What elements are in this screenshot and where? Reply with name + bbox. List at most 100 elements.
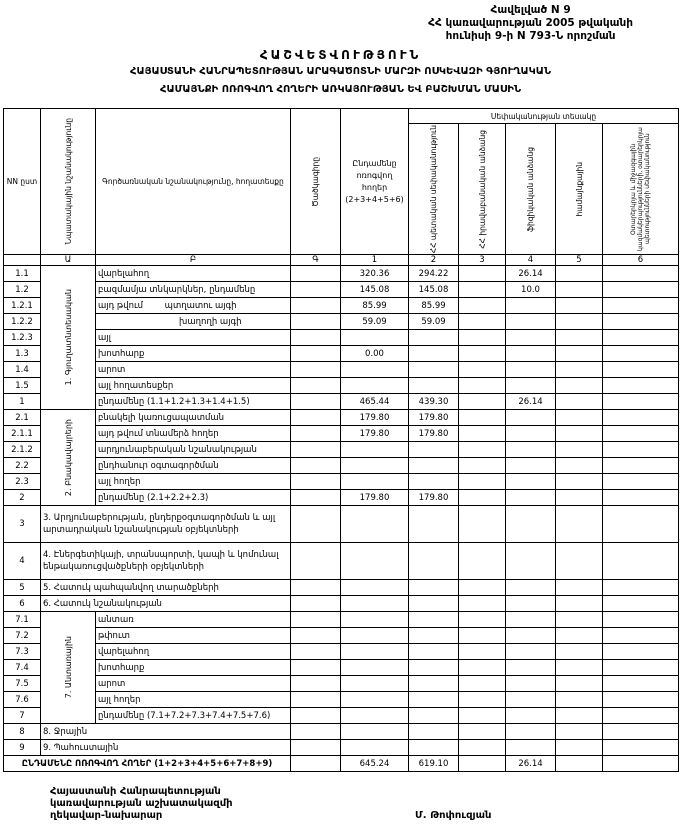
- cell-c2: [408, 377, 459, 394]
- cell-total: [340, 723, 409, 740]
- cell-c2: [408, 643, 459, 660]
- cell-total: 179.80: [340, 425, 409, 442]
- cell-c2: 85.99: [408, 297, 459, 314]
- row-number: 1.2.2: [3, 313, 41, 330]
- cell-c4: 10.0: [505, 281, 556, 298]
- code-cell: [290, 659, 341, 676]
- cell-total: [340, 707, 409, 724]
- cell-total: 465.44: [340, 393, 409, 410]
- cell-c2: 59.09: [408, 313, 459, 330]
- cell-c2: [408, 505, 459, 543]
- code-cell: [290, 425, 341, 442]
- table-row: 2.1.1 այդ թվում տնամերձ հողեր 179.80 179.80: [3, 425, 679, 442]
- table-row: ԸՆԴԱՄԵՆԸ ՈՌՈԳՎՈՂ ՀՈՂԵՐ (1+2+3+4+5+6+7+8+…: [3, 755, 679, 772]
- group-label: 2. Բնակավայրերի: [40, 409, 96, 506]
- row-name: բազմամյա տնկարկներ, ընդամենը: [95, 281, 291, 298]
- cell-c6: [602, 489, 679, 506]
- table-row: 9 9. Պահուստային: [3, 739, 679, 756]
- cell-c5: [555, 329, 603, 346]
- cell-c4: [505, 723, 556, 740]
- cell-c5: [555, 611, 603, 628]
- row-name: արդյունաբերական նշանակության: [95, 441, 291, 458]
- row-name: վարելահող: [95, 265, 291, 282]
- cell-c4: [505, 707, 556, 724]
- cell-c4: [505, 739, 556, 756]
- cell-c4: [505, 297, 556, 314]
- table-row: 2.2 ընդհանուր օգտագործման: [3, 457, 679, 474]
- cell-c3: [458, 473, 506, 490]
- code-cell: [290, 542, 341, 580]
- cell-c4: [505, 505, 556, 543]
- table-row: 2 ընդամենը (2.1+2.2+2.3) 179.80 179.80: [3, 489, 679, 506]
- cell-total: [340, 611, 409, 628]
- cell-c4: [505, 489, 556, 506]
- cell-c5: [555, 425, 603, 442]
- cell-c2: [408, 441, 459, 458]
- table-row: 1.2.2 խաղողի այգի 59.09 59.09: [3, 313, 679, 330]
- cell-total: 179.80: [340, 489, 409, 506]
- cell-c4: [505, 329, 556, 346]
- cell-c4: [505, 473, 556, 490]
- code-cell: [290, 297, 341, 314]
- cell-c3: [458, 441, 506, 458]
- group-label: 7. Անտառային: [40, 611, 96, 724]
- code-cell: [290, 627, 341, 644]
- row-name: այլ հողեր: [95, 473, 291, 490]
- cell-c3: [458, 345, 506, 362]
- cell-c4: [505, 377, 556, 394]
- table-row: 7.2 թփուտ: [3, 627, 679, 644]
- cell-c2: [408, 627, 459, 644]
- cell-total: [340, 691, 409, 708]
- cell-c3: [458, 265, 506, 282]
- cell-c3: [458, 579, 506, 596]
- cell-c3: [458, 377, 506, 394]
- cell-c4: [505, 361, 556, 378]
- cell-c6: [602, 691, 679, 708]
- cell-c6: [602, 739, 679, 756]
- page-title: ՀԱՇՎԵՏՎՈՒԹՅՈՒՆ: [259, 48, 422, 62]
- row-number: 1: [3, 393, 41, 410]
- cell-c2: [408, 691, 459, 708]
- cell-total: [340, 739, 409, 756]
- cell-c3: [458, 659, 506, 676]
- row-number: 7.4: [3, 659, 41, 676]
- row-name: 3. Արդյունաբերության, ընդերքօգտագործման …: [40, 505, 291, 543]
- code-cell: [290, 313, 341, 330]
- row-name: 6. Հատուկ նշանակության: [40, 595, 291, 612]
- row-name: վարելահող: [95, 643, 291, 660]
- cell-c3: [458, 393, 506, 410]
- row-name: թփուտ: [95, 627, 291, 644]
- row-number: 7.1: [3, 611, 41, 628]
- row-number: 2.1: [3, 409, 41, 426]
- cell-c5: [555, 473, 603, 490]
- cell-c5: [555, 579, 603, 596]
- row-number: 7.6: [3, 691, 41, 708]
- land-table: NN ըստ Նպատակային նշանակությունը Գործառն…: [3, 108, 679, 772]
- row-number: 4: [3, 542, 41, 580]
- cell-c4: [505, 691, 556, 708]
- table-row: 1 ընդամենը (1.1+1.2+1.3+1.4+1.5) 465.44 439…: [3, 393, 679, 410]
- cell-c3: [458, 313, 506, 330]
- row-number: 9: [3, 739, 41, 756]
- column-number: 6: [602, 254, 679, 266]
- table-row: 7.5 արոտ: [3, 675, 679, 692]
- cell-c5: [555, 297, 603, 314]
- row-number: 6: [3, 595, 41, 612]
- row-number: 1.5: [3, 377, 41, 394]
- cell-c2: 145.08: [408, 281, 459, 298]
- code-cell: [290, 643, 341, 660]
- cell-c5: [555, 313, 603, 330]
- cell-total: [340, 675, 409, 692]
- cell-c4: [505, 409, 556, 426]
- cell-c6: [602, 627, 679, 644]
- row-name: 8. Ջրային: [40, 723, 291, 740]
- cell-c4: [505, 627, 556, 644]
- code-cell: [290, 707, 341, 724]
- cell-c3: [458, 542, 506, 580]
- cell-total: [340, 329, 409, 346]
- table-row: 1.4 արոտ: [3, 361, 679, 378]
- row-number: 7.3: [3, 643, 41, 660]
- cell-c5: [555, 489, 603, 506]
- cell-c3: [458, 297, 506, 314]
- cell-c5: [555, 441, 603, 458]
